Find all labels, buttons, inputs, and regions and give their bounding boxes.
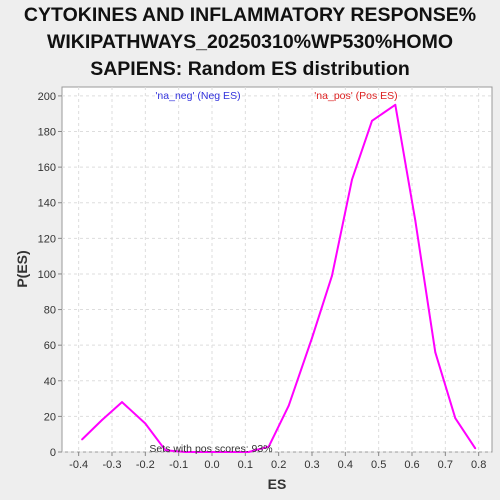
x-tick-label: 0.2: [271, 459, 286, 471]
x-tick-label: -0.2: [136, 459, 155, 471]
x-tick-label: 0.8: [471, 459, 486, 471]
chart-title-line-2: WIKIPATHWAYS_20250310%WP530%HOMO: [46, 31, 454, 53]
y-tick-label: 80: [44, 305, 56, 317]
y-tick-label: 40: [44, 376, 56, 388]
axis-ticks: 0 20 40 60 80 100 120 140 160 180 200 -0.4 -0.3 -0.2 -…: [38, 91, 487, 471]
data-point: [434, 351, 437, 354]
y-tick-label: 120: [38, 233, 56, 245]
x-tick-label: 0.5: [371, 459, 386, 471]
data-point: [81, 438, 83, 441]
data-point: [351, 178, 353, 181]
data-point: [474, 447, 477, 450]
legend-pos-es: 'na_pos' (Pos ES): [314, 90, 397, 102]
data-point: [144, 422, 147, 425]
data-point: [207, 451, 210, 453]
x-tick-label: -0.4: [69, 459, 88, 471]
x-axis-title: ES: [268, 476, 287, 492]
y-axis-title: P(ES): [14, 250, 30, 287]
data-point: [287, 404, 290, 407]
x-tick-label: 0.4: [338, 459, 353, 471]
y-tick-label: 200: [38, 91, 56, 103]
x-tick-label: 0.6: [404, 459, 419, 471]
data-point: [164, 449, 167, 452]
y-tick-label: 160: [38, 162, 56, 174]
plot-area: [61, 86, 493, 453]
data-point: [121, 401, 123, 403]
y-tick-label: 60: [44, 340, 56, 352]
grid: [62, 87, 492, 453]
x-tick-label: 0.0: [204, 459, 219, 471]
data-point: [184, 451, 187, 453]
x-tick-label: 0.7: [438, 459, 453, 471]
chart-title: CYTOKINES AND INFLAMMATORY RESPONSE% WIK…: [0, 2, 500, 83]
data-point: [394, 103, 397, 106]
chart-title-line-1: CYTOKINES AND INFLAMMATORY RESPONSE%: [23, 4, 477, 26]
x-tick-label: -0.3: [103, 459, 122, 471]
x-tick-label: 0.1: [238, 459, 253, 471]
y-tick-label: 180: [38, 127, 56, 139]
pos-scores-note: Sets with pos scores: 93%: [149, 443, 272, 455]
data-point: [331, 274, 333, 277]
y-tick-label: 140: [38, 198, 56, 210]
chart-title-line-3: SAPIENS: Random ES distribution: [90, 58, 410, 80]
data-point: [227, 451, 230, 453]
data-point: [247, 451, 250, 453]
data-point: [101, 419, 103, 421]
x-tick-label: -0.1: [169, 459, 188, 471]
y-tick-label: 100: [38, 269, 56, 281]
data-point: [414, 219, 417, 222]
series: [81, 103, 477, 453]
series-line: [81, 103, 477, 453]
data-point: [267, 445, 270, 448]
y-tick-label: 20: [44, 411, 56, 423]
y-tick-label: 0: [50, 447, 56, 459]
data-point: [311, 337, 313, 339]
legend-neg-es: 'na_neg' (Neg ES): [155, 90, 240, 102]
x-tick-label: 0.3: [304, 459, 319, 471]
data-point: [371, 119, 373, 122]
data-point: [454, 417, 457, 420]
